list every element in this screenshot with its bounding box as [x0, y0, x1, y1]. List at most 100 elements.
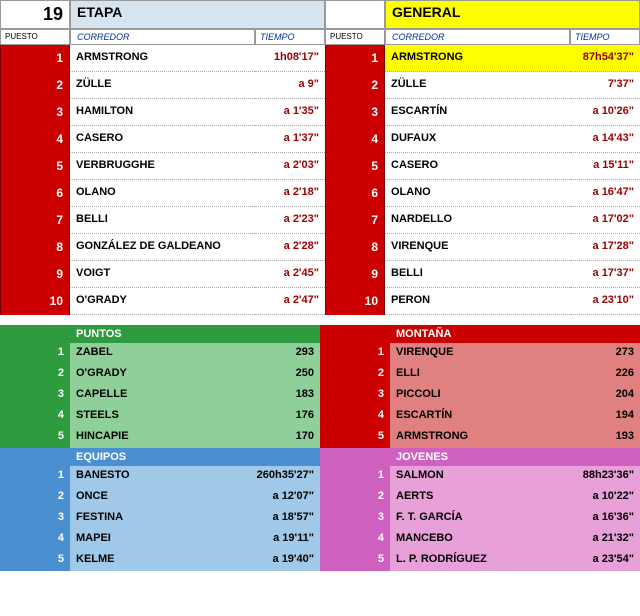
secondary-name: ONCE	[70, 487, 240, 508]
standings-row: 3HAMILTONa 1'35"3ESCARTÍNa 10'26"	[0, 99, 640, 126]
standings-row: 10O'GRADYa 2'47"10PERONa 23'10"	[0, 288, 640, 315]
secondary-name: SALMON	[390, 466, 560, 487]
puesto-label-mid: PUESTO	[325, 29, 385, 45]
etapa-rank: 8	[0, 234, 70, 261]
etapa-time: a 2'18"	[255, 180, 325, 207]
etapa-rank: 6	[0, 180, 70, 207]
secondary-name: STEELS	[70, 406, 240, 427]
general-rider: OLANO	[385, 180, 570, 207]
secondary-value: a 12'07"	[240, 487, 320, 508]
general-time: a 17'37"	[570, 261, 640, 288]
general-rank: 3	[325, 99, 385, 126]
secondary-rank: 5	[320, 427, 390, 448]
secondary-value: 194	[560, 406, 640, 427]
gap-header	[325, 0, 385, 29]
secondary-header: JOVENES	[320, 448, 640, 466]
secondary-value: 226	[560, 364, 640, 385]
etapa-time: a 2'45"	[255, 261, 325, 288]
general-time: a 14'43"	[570, 126, 640, 153]
secondary-name: ZABEL	[70, 343, 240, 364]
etapa-rider: VERBRUGGHE	[70, 153, 255, 180]
standings-row: 2ZÜLLEa 9"2ZÜLLE7'37"	[0, 72, 640, 99]
secondary-row: 3PICCOLI204	[320, 385, 640, 406]
general-time: a 23'10"	[570, 288, 640, 315]
general-rider: CASERO	[385, 153, 570, 180]
main-standings: 1ARMSTRONG1h08'17"1ARMSTRONG87h54'37"2ZÜ…	[0, 45, 640, 315]
secondary-header: MONTAÑA	[320, 325, 640, 343]
general-time: a 16'47"	[570, 180, 640, 207]
etapa-time: a 2'03"	[255, 153, 325, 180]
etapa-rider: BELLI	[70, 207, 255, 234]
secondary-header-rank	[320, 448, 390, 466]
etapa-rank: 3	[0, 99, 70, 126]
secondary-rank: 4	[0, 406, 70, 427]
secondary-row: 4STEELS176	[0, 406, 320, 427]
general-rank: 5	[325, 153, 385, 180]
etapa-rank: 4	[0, 126, 70, 153]
secondary-header-rank	[320, 325, 390, 343]
secondary-row: 5KELMEa 19'40"	[0, 550, 320, 571]
secondary-value: 250	[240, 364, 320, 385]
general-rank: 10	[325, 288, 385, 315]
secondary-rank: 3	[320, 508, 390, 529]
secondary-value: a 18'57"	[240, 508, 320, 529]
general-rider: ESCARTÍN	[385, 99, 570, 126]
secondary-row: 2O'GRADY250	[0, 364, 320, 385]
secondary-row: 3FESTINAa 18'57"	[0, 508, 320, 529]
general-rider: NARDELLO	[385, 207, 570, 234]
secondary-value: a 19'40"	[240, 550, 320, 571]
etapa-rank: 1	[0, 45, 70, 72]
secondary-name: ELLI	[390, 364, 560, 385]
standings-row: 8GONZÁLEZ DE GALDEANOa 2'28"8VIRENQUEa 1…	[0, 234, 640, 261]
secondary-value: 204	[560, 385, 640, 406]
secondary-rank: 3	[0, 385, 70, 406]
secondary-title: MONTAÑA	[390, 325, 640, 343]
secondary-name: HINCAPIE	[70, 427, 240, 448]
etapa-rider: OLANO	[70, 180, 255, 207]
secondary-row: 2ONCEa 12'07"	[0, 487, 320, 508]
general-rider: BELLI	[385, 261, 570, 288]
general-time: 7'37"	[570, 72, 640, 99]
standings-row: 9VOIGTa 2'45"9BELLIa 17'37"	[0, 261, 640, 288]
secondary-row: 3F. T. GARCÍAa 16'36"	[320, 508, 640, 529]
secondary-value: a 23'54"	[560, 550, 640, 571]
general-time: 87h54'37"	[570, 45, 640, 72]
secondary-value: 193	[560, 427, 640, 448]
spacer	[0, 315, 640, 325]
secondary-rank: 2	[0, 364, 70, 385]
secondary-rank: 3	[320, 385, 390, 406]
secondary-row: 4MAPEIa 19'11"	[0, 529, 320, 550]
general-rank: 6	[325, 180, 385, 207]
etapa-time: a 9"	[255, 72, 325, 99]
secondary-row: 1ZABEL293	[0, 343, 320, 364]
general-rank: 2	[325, 72, 385, 99]
secondary-name: L. P. RODRÍGUEZ	[390, 550, 560, 571]
secondary-name: ARMSTRONG	[390, 427, 560, 448]
secondary-row: 1VIRENQUE273	[320, 343, 640, 364]
etapa-rider: GONZÁLEZ DE GALDEANO	[70, 234, 255, 261]
general-time: a 17'28"	[570, 234, 640, 261]
secondary-rank: 1	[320, 343, 390, 364]
secondary-row: 4MANCEBOa 21'32"	[320, 529, 640, 550]
secondary-row: 5HINCAPIE170	[0, 427, 320, 448]
etapa-time: a 2'28"	[255, 234, 325, 261]
secondary-rank: 5	[0, 550, 70, 571]
sub-header-row: PUESTO CORREDOR TIEMPO PUESTO CORREDOR T…	[0, 29, 640, 45]
left-secondary-col: PUNTOS1ZABEL2932O'GRADY2503CAPELLE1834ST…	[0, 325, 320, 571]
secondary-value: 183	[240, 385, 320, 406]
secondary-name: F. T. GARCÍA	[390, 508, 560, 529]
secondary-row: 5ARMSTRONG193	[320, 427, 640, 448]
etapa-time: a 2'47"	[255, 288, 325, 315]
secondary-value: a 21'32"	[560, 529, 640, 550]
etapa-time: a 1'37"	[255, 126, 325, 153]
etapa-time: a 2'23"	[255, 207, 325, 234]
right-secondary-col: MONTAÑA1VIRENQUE2732ELLI2263PICCOLI2044E…	[320, 325, 640, 571]
general-rank: 1	[325, 45, 385, 72]
secondary-name: VIRENQUE	[390, 343, 560, 364]
secondary-value: a 16'36"	[560, 508, 640, 529]
secondary-name: AERTS	[390, 487, 560, 508]
etapa-rank: 2	[0, 72, 70, 99]
secondary-rank: 1	[320, 466, 390, 487]
secondary-rank: 2	[320, 364, 390, 385]
etapa-rank: 9	[0, 261, 70, 288]
